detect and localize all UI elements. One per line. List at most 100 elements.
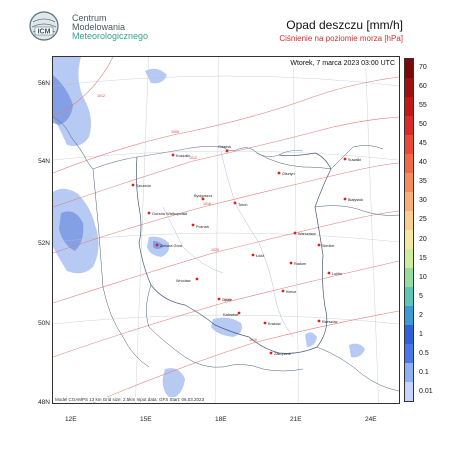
- colorbar-segment: [405, 135, 413, 154]
- colorbar-segment: [405, 230, 413, 249]
- city-marker: Radom: [289, 261, 306, 266]
- latitude-label: 56N: [38, 80, 50, 87]
- map-subtitle: Ciśnienie na poziomie morza [hPa]: [279, 34, 403, 43]
- isobar-f: [92, 310, 399, 403]
- precip-area-north: [145, 68, 167, 84]
- kaliningrad-border: [256, 152, 332, 170]
- lithuania-belarus-border: [314, 145, 399, 216]
- city-marker: Olsztyn: [277, 171, 295, 176]
- colorbar-segment: [405, 306, 413, 325]
- map-canvas: 1008 1012 1016 1020 1024 1016 1012 Gdańs…: [53, 57, 399, 403]
- isobar-label: 1020: [211, 248, 219, 252]
- city-label: Rzeszów: [322, 320, 338, 324]
- meridian-24e: [365, 57, 379, 403]
- city-marker: Toruń: [233, 201, 248, 207]
- colorbar-tick-label: 1: [419, 331, 423, 339]
- longitude-label: 21E: [290, 416, 302, 423]
- city-marker: Łódź: [251, 253, 264, 258]
- colorbar-segment: [405, 287, 413, 306]
- isobar-label: 1024: [223, 298, 231, 302]
- colorbar-segment: [405, 325, 413, 344]
- longitude-label: 12E: [65, 416, 77, 423]
- colorbar-tick-label: 45: [419, 140, 427, 147]
- isobars: [53, 57, 399, 403]
- model-info-footer: Model COAMPS 13 km Grid size: 2.5km Inpu…: [55, 397, 205, 402]
- city-label: Szczecin: [136, 184, 151, 188]
- city-label: Koszalin: [176, 154, 190, 158]
- city-label: Gorzów Wielkopolski: [152, 212, 187, 216]
- colorbar-segment: [405, 268, 413, 287]
- longitude-label: 15E: [140, 416, 152, 423]
- colorbar-segment: [405, 344, 413, 363]
- city-label: Kielce: [286, 290, 296, 294]
- city-marker: Zakopane: [269, 351, 291, 356]
- city-label: Warszawa: [298, 232, 316, 236]
- city-marker: Białystok: [343, 197, 363, 202]
- city-label: Siedlce: [322, 244, 334, 248]
- germany-czech-border: [92, 168, 150, 368]
- city-marker: Katowice: [223, 311, 241, 317]
- city-marker: Szczecin: [131, 183, 151, 188]
- colorbar-tick-label: 0.5: [419, 350, 429, 358]
- isobar-c: [53, 162, 399, 254]
- colorbar-segment: [405, 97, 413, 116]
- colorbar-tick-label: 30: [419, 197, 427, 205]
- logo-mark-text: ICM: [38, 29, 51, 36]
- latitude-label: 48N: [38, 399, 50, 406]
- city-marker: Gdańsk: [218, 145, 231, 153]
- isobar-a: [53, 76, 399, 174]
- colorbar-tick-label: 5: [419, 292, 423, 300]
- isobar-e: [53, 260, 399, 358]
- icm-logo-mark-icon: ICM: [29, 11, 59, 41]
- city-marker: Gorzów Wielkopolski: [147, 211, 187, 216]
- city-marker: Koszalin: [171, 153, 190, 158]
- latitude-label: 50N: [38, 320, 50, 327]
- ukraine-border: [316, 346, 399, 392]
- logo-line-2: Modelowania: [72, 22, 126, 32]
- city-label: Kraków: [268, 322, 281, 326]
- colorbar-tick-label: 20: [419, 235, 427, 243]
- longitude-label: 18E: [215, 416, 227, 423]
- logo-text: Centrum Modelowania Meteorologicznego: [72, 14, 148, 41]
- danish-coastline: [53, 116, 94, 170]
- colorbar-tick-label: 35: [419, 178, 427, 186]
- colorbar-segment: [405, 173, 413, 192]
- city-label: Lublin: [332, 272, 342, 276]
- city-label: Gdańsk: [218, 145, 231, 149]
- city-label: Radom: [294, 262, 306, 266]
- colorbar-tick-label: 25: [419, 216, 427, 224]
- precip-core-northwest: [53, 75, 73, 125]
- forecast-map: 1008 1012 1016 1020 1024 1016 1012 Gdańs…: [52, 56, 400, 404]
- colorbar-tick-label: 40: [419, 159, 427, 167]
- city-marker: Warszawa: [293, 231, 316, 236]
- precipitation-colorbar: [404, 58, 414, 402]
- city-label: Opole: [222, 298, 232, 302]
- city-marker: Rzeszów: [317, 319, 338, 324]
- parallel-52n: [53, 232, 399, 243]
- city-marker: Bydgoszcz: [194, 194, 212, 201]
- colorbar-segment: [405, 192, 413, 211]
- logo-line-1: Centrum: [72, 13, 107, 23]
- precip-area-east: [305, 332, 317, 347]
- colorbar-segment: [405, 154, 413, 173]
- isobar-label: 1012: [189, 156, 197, 160]
- city-label: Bydgoszcz: [194, 194, 212, 198]
- meridian-15e: [135, 57, 149, 403]
- isobar-label: 1012: [97, 94, 105, 98]
- city-label: Białystok: [348, 198, 363, 202]
- precip-area-southeast: [349, 343, 365, 358]
- colorbar-segment: [405, 116, 413, 135]
- colorbar-tick-label: 0.01: [419, 388, 433, 396]
- longitude-label: 24E: [365, 416, 377, 423]
- precip-area-south: [211, 317, 242, 337]
- latitude-label: 54N: [38, 158, 50, 165]
- colorbar-segment: [405, 363, 413, 382]
- colorbar-tick-label: 50: [419, 120, 427, 128]
- parallel-50n: [53, 314, 399, 325]
- meridian-18e: [214, 57, 220, 403]
- city-markers: Gdańsk Koszalin Szczecin Olsztyn Suwałki…: [131, 145, 363, 356]
- colorbar-segment: [405, 249, 413, 268]
- colorbar-tick-label: 70: [419, 63, 427, 71]
- graticule: [53, 57, 399, 403]
- city-label: Zielona Góra: [160, 244, 183, 248]
